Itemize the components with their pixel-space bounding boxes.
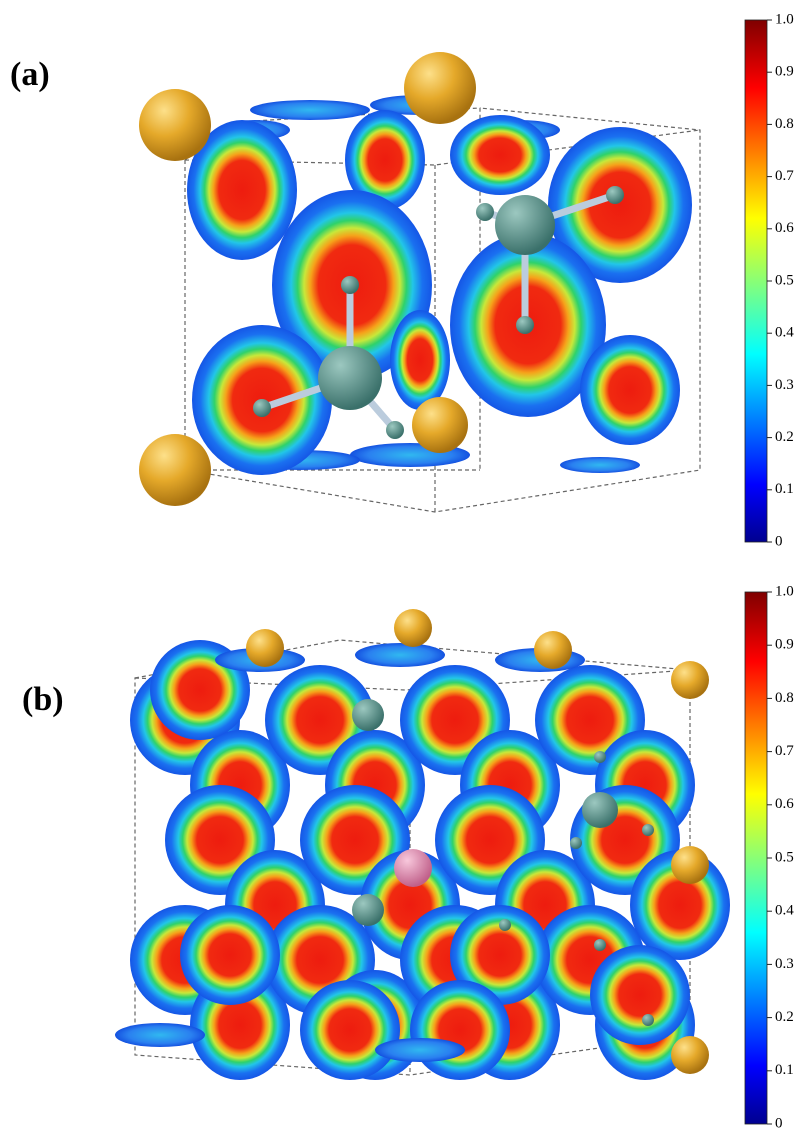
colorbar-tick-label: 0.5 [775, 272, 794, 288]
colorbar-tick-label: 0.4 [775, 903, 794, 919]
atom [318, 346, 382, 410]
colorbar-tick-label: 1.0 [775, 11, 794, 27]
isosurface [300, 980, 400, 1080]
isosurface [450, 115, 550, 195]
colorbar-tick-label: 0.6 [775, 220, 794, 236]
atom [499, 919, 511, 931]
atom [352, 894, 384, 926]
colorbar-tick-label: 1.0 [775, 583, 794, 599]
isosurface [560, 457, 640, 473]
colorbar-tick-label: 0.5 [775, 849, 794, 865]
atom [582, 792, 618, 828]
atom [642, 824, 654, 836]
atom [594, 751, 606, 763]
panel-label: (b) [22, 681, 64, 718]
atom [671, 661, 709, 699]
atom [642, 1014, 654, 1026]
atom [386, 421, 404, 439]
atom [516, 316, 534, 334]
isosurface [250, 100, 370, 120]
isosurface [180, 905, 280, 1005]
atom [594, 939, 606, 951]
atom [253, 399, 271, 417]
colorbar-tick-label: 0.2 [775, 1009, 794, 1025]
atom [476, 203, 494, 221]
illustration [115, 52, 730, 1080]
atom [570, 837, 582, 849]
isosurface [375, 1038, 465, 1062]
isosurface [590, 945, 690, 1045]
atom [412, 397, 468, 453]
isosurface [410, 980, 510, 1080]
atom [606, 186, 624, 204]
colorbar-tick-label: 0.4 [775, 325, 794, 341]
atom [341, 276, 359, 294]
isosurface [580, 335, 680, 445]
panel-label: (a) [10, 56, 50, 93]
figure: (a) (b) 0 0.1 0.2 0.3 0.4 0.5 0.6 0.7 0.8 0.9 1.0 0… [0, 0, 806, 1135]
colorbar-tick-label: 0.3 [775, 377, 794, 393]
atom [139, 434, 211, 506]
colorbar-tick-label: 0.7 [775, 168, 794, 184]
colorbar [745, 20, 767, 542]
colorbar-tick-label: 0.8 [775, 690, 794, 706]
atom [352, 699, 384, 731]
colorbar-tick-label: 0.8 [775, 116, 794, 132]
atom [394, 609, 432, 647]
colorbar-tick-label: 0.2 [775, 429, 794, 445]
colorbar-tick-label: 0.9 [775, 64, 794, 80]
isosurface [115, 1023, 205, 1047]
colorbar [745, 592, 767, 1124]
atom [394, 849, 432, 887]
isosurface [355, 643, 445, 667]
colorbar-tick-label: 0 [775, 1115, 783, 1131]
atom [246, 629, 284, 667]
colorbar-tick-label: 0 [775, 533, 783, 549]
colorbar-tick-label: 0.9 [775, 637, 794, 653]
atom [495, 195, 555, 255]
atom [671, 1036, 709, 1074]
colorbar-tick-label: 0.7 [775, 743, 794, 759]
colorbar-tick-label: 0.6 [775, 796, 794, 812]
colorbar-tick-label: 0.3 [775, 956, 794, 972]
atom [139, 89, 211, 161]
atom [404, 52, 476, 124]
isosurface [390, 310, 450, 410]
atom [534, 631, 572, 669]
atom [671, 846, 709, 884]
colorbar-tick-label: 0.1 [775, 481, 794, 497]
colorbar-tick-label: 0.1 [775, 1062, 794, 1078]
